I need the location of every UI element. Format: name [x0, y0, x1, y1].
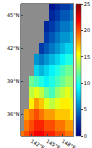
- svg-text:0: 0: [84, 133, 87, 139]
- svg-text:5: 5: [84, 106, 87, 112]
- svg-text:36°N: 36°N: [7, 111, 20, 117]
- svg-text:142°E: 142°E: [30, 138, 46, 148]
- svg-text:145°E: 145°E: [45, 138, 61, 148]
- svg-text:148°E: 148°E: [61, 138, 77, 148]
- svg-text:10: 10: [84, 80, 90, 86]
- svg-text:42°N: 42°N: [7, 45, 20, 51]
- svg-text:25: 25: [84, 1, 90, 7]
- svg-text:15: 15: [84, 54, 90, 60]
- svg-text:20: 20: [84, 27, 90, 33]
- svg-text:45°N: 45°N: [7, 12, 20, 18]
- svg-text:39°N: 39°N: [7, 78, 20, 84]
